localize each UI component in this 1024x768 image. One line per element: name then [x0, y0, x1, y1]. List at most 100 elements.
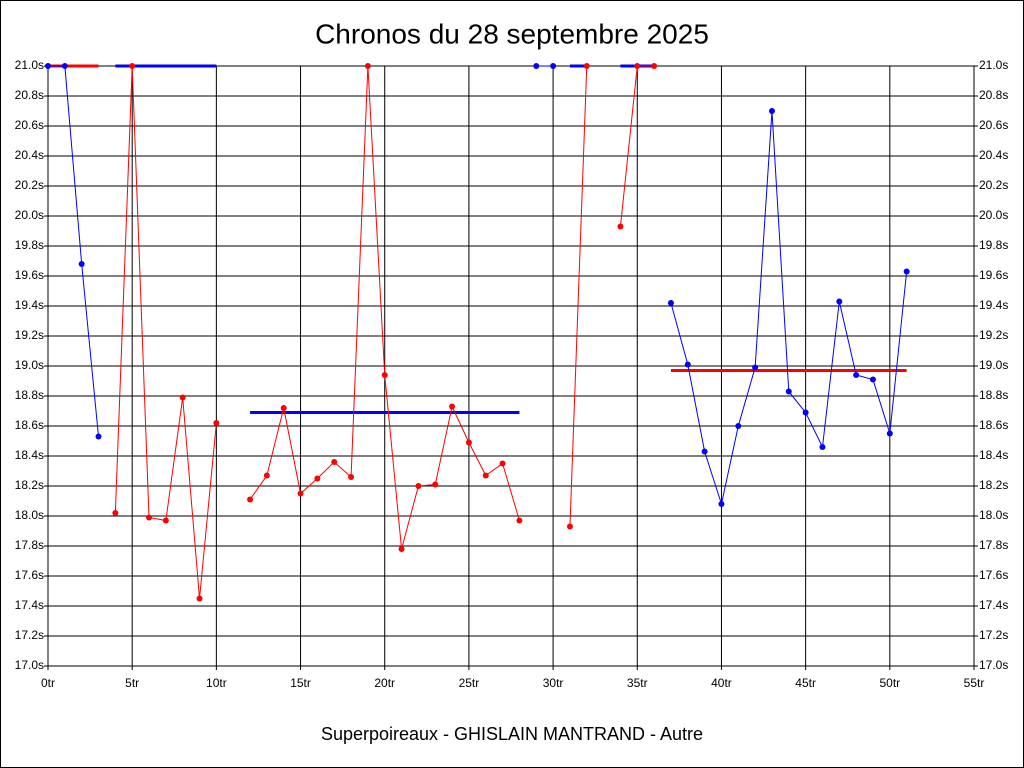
data-point: [903, 268, 910, 275]
y-tick-label: 21.0s: [15, 58, 44, 72]
y2-tick-label: 19.8s: [979, 238, 1008, 252]
data-point: [651, 63, 658, 69]
y-tick-label: 19.0s: [15, 358, 44, 372]
chart-subtitle: Superpoireaux - GHISLAIN MANTRAND - Autr…: [321, 724, 703, 744]
y-tick-label: 19.8s: [15, 238, 44, 252]
y-tick-label: 20.8s: [15, 88, 44, 102]
data-point: [550, 63, 557, 69]
data-point: [146, 514, 153, 521]
y-tick-label: 18.8s: [15, 388, 44, 402]
data-point: [516, 517, 523, 524]
data-point: [499, 460, 506, 467]
y2-tick-label: 20.2s: [979, 178, 1008, 192]
y2-tick-label: 17.2s: [979, 628, 1008, 642]
data-point: [45, 63, 51, 69]
data-point: [768, 108, 775, 114]
x-tick-label: 50tr: [879, 676, 900, 690]
data-point: [752, 364, 759, 371]
y-tick-label: 19.6s: [15, 268, 44, 282]
data-point: [398, 546, 405, 552]
y2-tick-label: 18.6s: [979, 418, 1008, 432]
x-tick-label: 20tr: [374, 676, 395, 690]
data-point: [667, 300, 674, 306]
data-point: [314, 475, 321, 482]
data-point: [95, 433, 102, 440]
data-point: [886, 430, 893, 437]
data-point: [533, 63, 540, 69]
x-tick-label: 30tr: [543, 676, 564, 690]
data-point: [297, 490, 304, 497]
data-point: [162, 517, 169, 524]
data-point: [263, 472, 270, 479]
y-tick-label: 18.4s: [15, 448, 44, 462]
series-line: [569, 65, 588, 527]
y-tick-label: 19.2s: [15, 328, 44, 342]
data-point: [482, 472, 489, 479]
series-line: [48, 65, 100, 437]
x-tick-label: 15tr: [290, 676, 311, 690]
x-tick-label: 40tr: [711, 676, 732, 690]
y-tick-label: 20.6s: [15, 118, 44, 132]
data-point: [331, 459, 338, 465]
y2-tick-label: 19.2s: [979, 328, 1008, 342]
x-tick-label: 0tr: [41, 676, 55, 690]
y2-tick-label: 17.6s: [979, 568, 1008, 582]
y2-tick-label: 19.4s: [979, 298, 1008, 312]
x-tick-label: 55tr: [964, 676, 985, 690]
data-point: [819, 444, 826, 450]
x-tick-label: 35tr: [627, 676, 648, 690]
y2-tick-label: 18.0s: [979, 508, 1008, 522]
data-point: [78, 261, 85, 267]
y2-tick-label: 20.0s: [979, 208, 1008, 222]
y-tick-label: 17.8s: [15, 538, 44, 552]
data-point: [179, 394, 186, 401]
data-point: [449, 403, 456, 410]
data-point: [634, 63, 641, 69]
y2-tick-label: 21.0s: [979, 58, 1008, 72]
x-tick-label: 45tr: [795, 676, 816, 690]
data-point: [617, 223, 624, 230]
y-tick-label: 20.4s: [15, 148, 44, 162]
x-tick-label: 5tr: [125, 676, 139, 690]
data-point: [735, 423, 742, 429]
data-point: [718, 501, 725, 507]
data-point: [348, 474, 355, 480]
data-point: [415, 483, 422, 489]
y-tick-label: 17.6s: [15, 568, 44, 582]
y-tick-label: 18.0s: [15, 508, 44, 522]
y2-tick-label: 18.2s: [979, 478, 1008, 492]
y-tick-label: 17.0s: [15, 658, 44, 672]
y2-tick-label: 19.6s: [979, 268, 1008, 282]
y2-tick-label: 20.6s: [979, 118, 1008, 132]
data-point: [247, 496, 254, 503]
data-point: [432, 481, 439, 488]
data-point: [869, 376, 876, 383]
data-point: [213, 420, 220, 426]
y-tick-label: 20.0s: [15, 208, 44, 222]
data-point: [802, 409, 809, 416]
y2-tick-label: 18.8s: [979, 388, 1008, 402]
data-point: [112, 510, 119, 516]
data-point: [381, 372, 388, 378]
data-point: [684, 361, 691, 368]
data-point: [280, 405, 287, 411]
x-tick-label: 25tr: [459, 676, 480, 690]
data-point: [566, 523, 573, 530]
data-point: [583, 63, 590, 69]
y-tick-label: 19.4s: [15, 298, 44, 312]
data-point: [785, 388, 792, 395]
y2-tick-label: 18.4s: [979, 448, 1008, 462]
x-tick-label: 10tr: [206, 676, 227, 690]
y-tick-label: 17.2s: [15, 628, 44, 642]
y-tick-label: 18.6s: [15, 418, 44, 432]
y-tick-label: 17.4s: [15, 598, 44, 612]
data-point: [465, 439, 472, 446]
data-point: [836, 298, 843, 305]
y2-tick-label: 17.8s: [979, 538, 1008, 552]
y2-tick-label: 17.0s: [979, 658, 1008, 672]
data-point: [129, 63, 136, 69]
data-point: [61, 63, 68, 69]
chart-title: Chronos du 28 septembre 2025: [315, 18, 709, 49]
data-point: [853, 372, 860, 378]
